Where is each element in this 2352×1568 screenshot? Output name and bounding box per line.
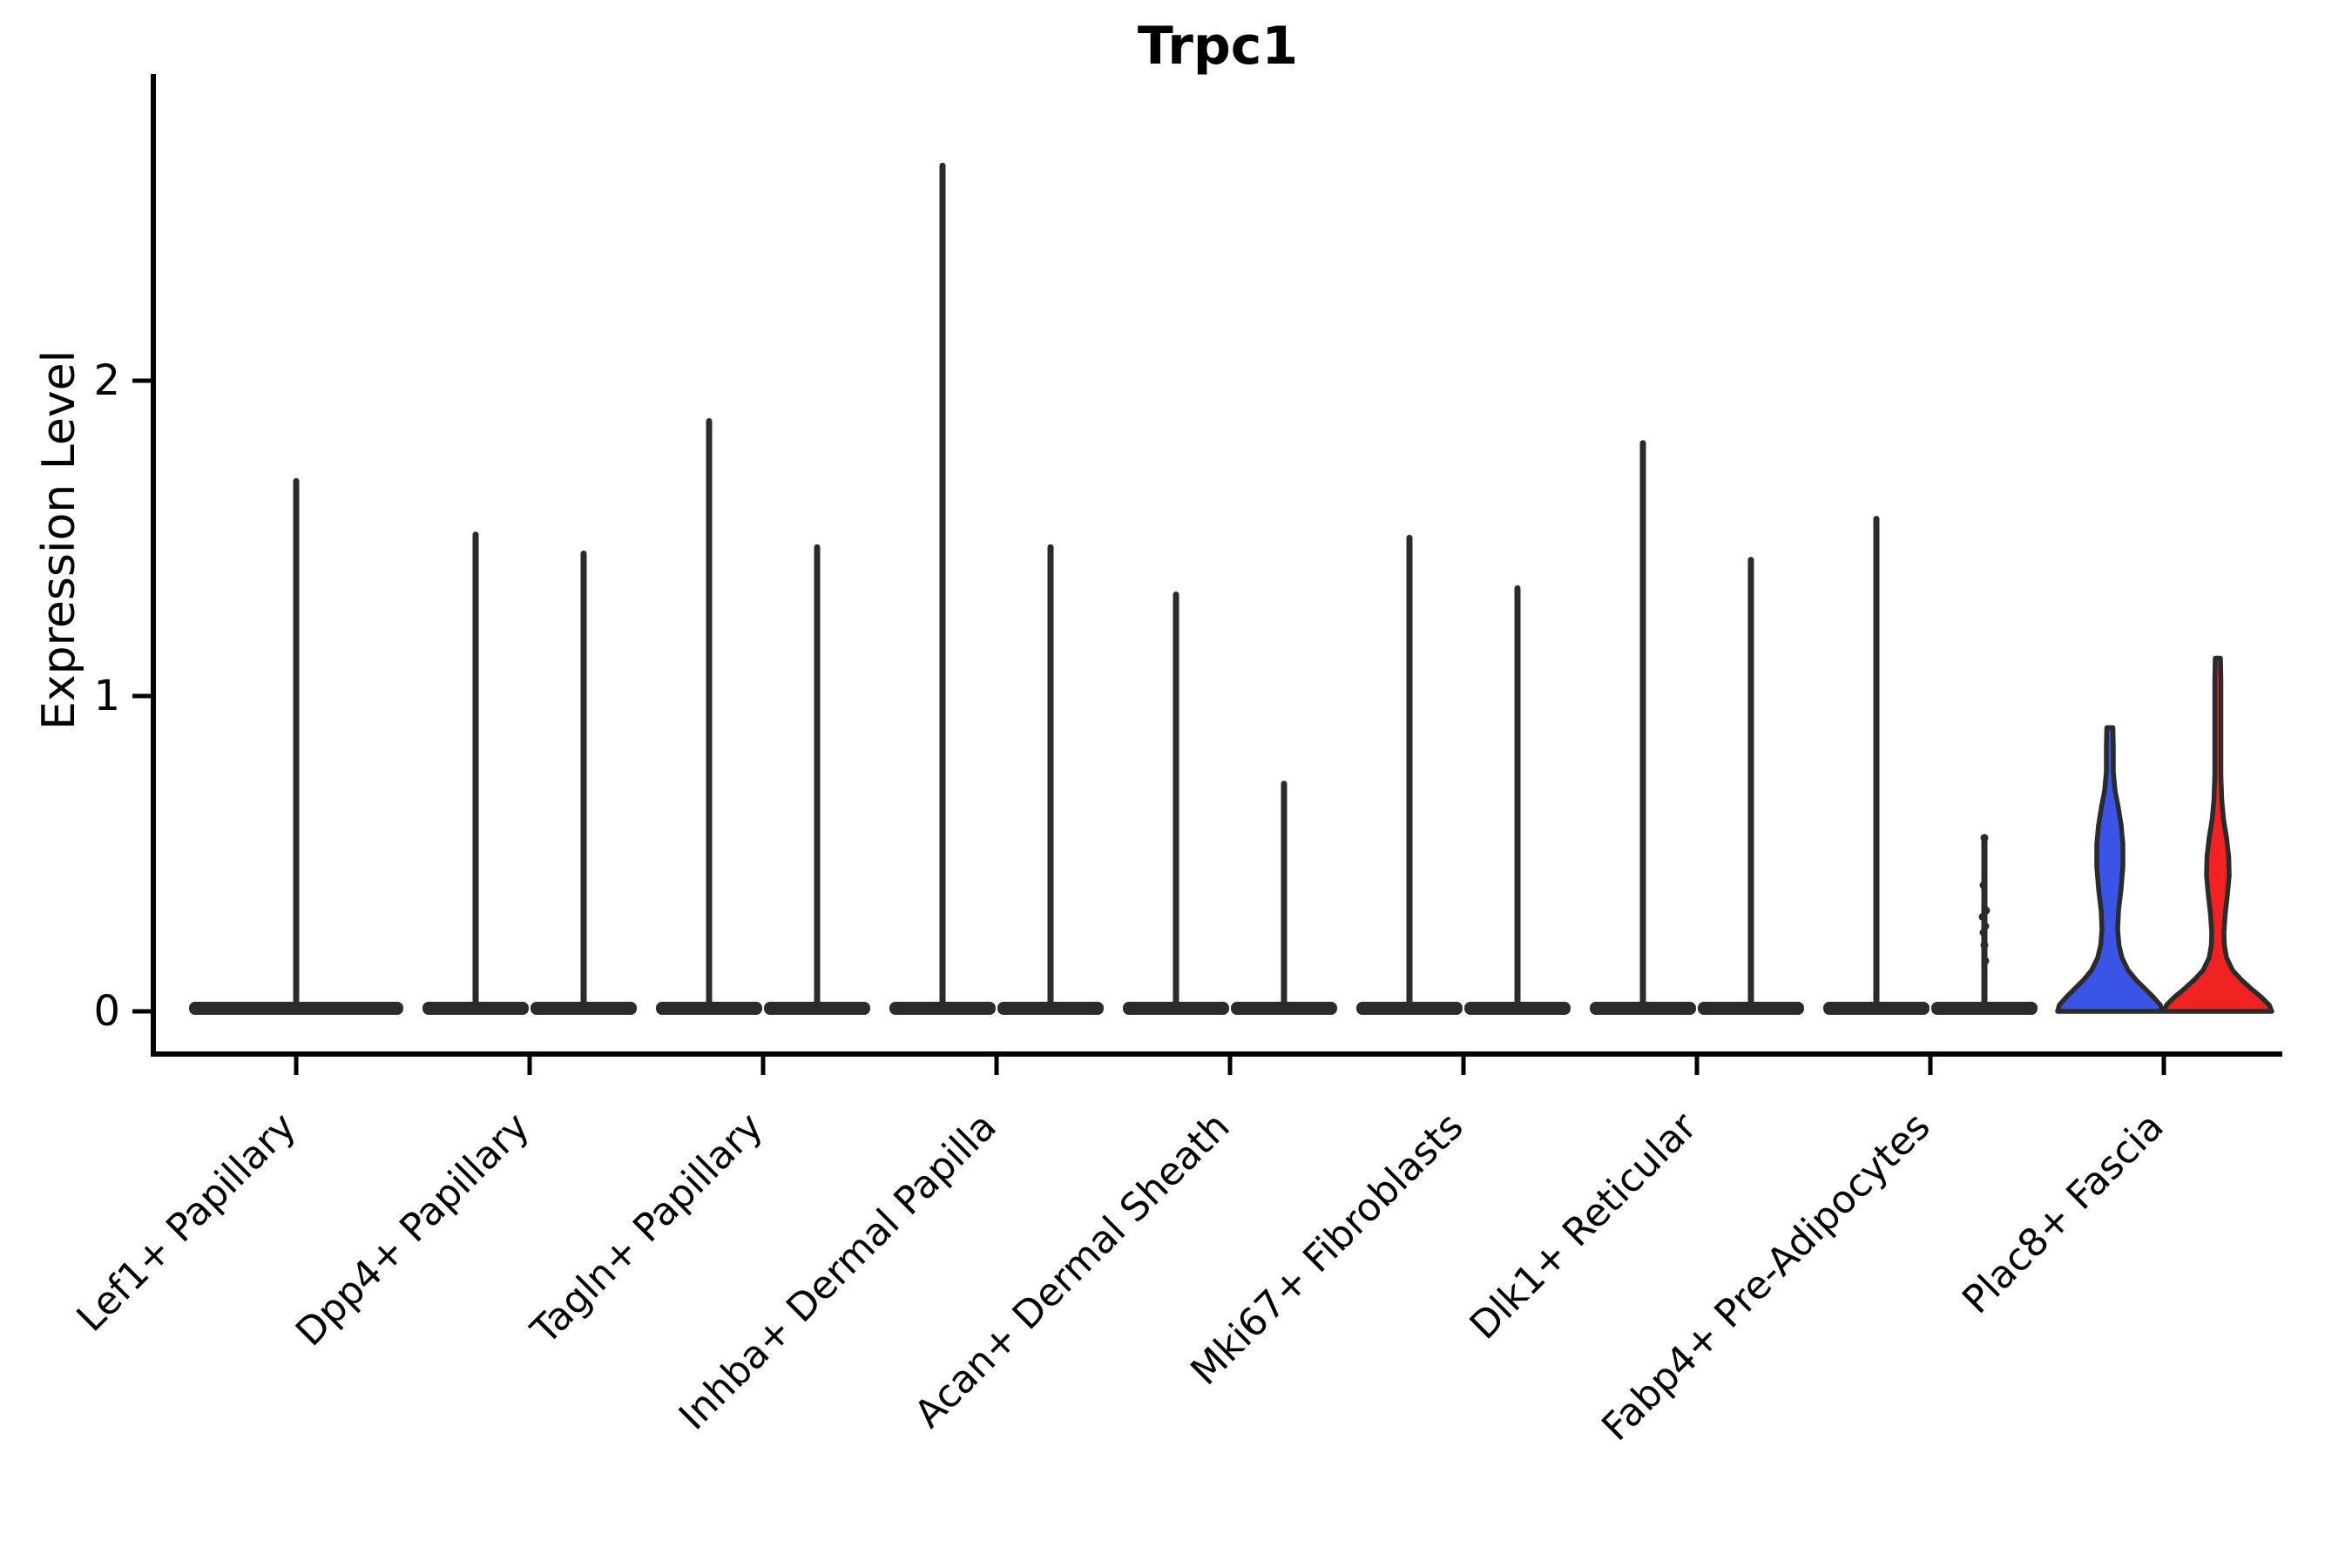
y-tick-label: 2: [93, 356, 120, 405]
expression-point: [1981, 922, 1990, 930]
chart-title: Trpc1: [1137, 16, 1299, 77]
expression-point: [1982, 906, 1990, 915]
expression-point: [1980, 941, 1989, 950]
expression-point: [1979, 929, 1988, 936]
y-tick-label: 1: [93, 672, 120, 720]
expression-point: [1978, 912, 1987, 921]
expression-point: [1980, 834, 1989, 842]
violin-red: [2161, 655, 2274, 1014]
expression-point: [1981, 956, 1990, 965]
y-tick-label: 0: [93, 987, 120, 1036]
expression-point: [1979, 881, 1988, 889]
violin-blue: [2055, 725, 2165, 1014]
